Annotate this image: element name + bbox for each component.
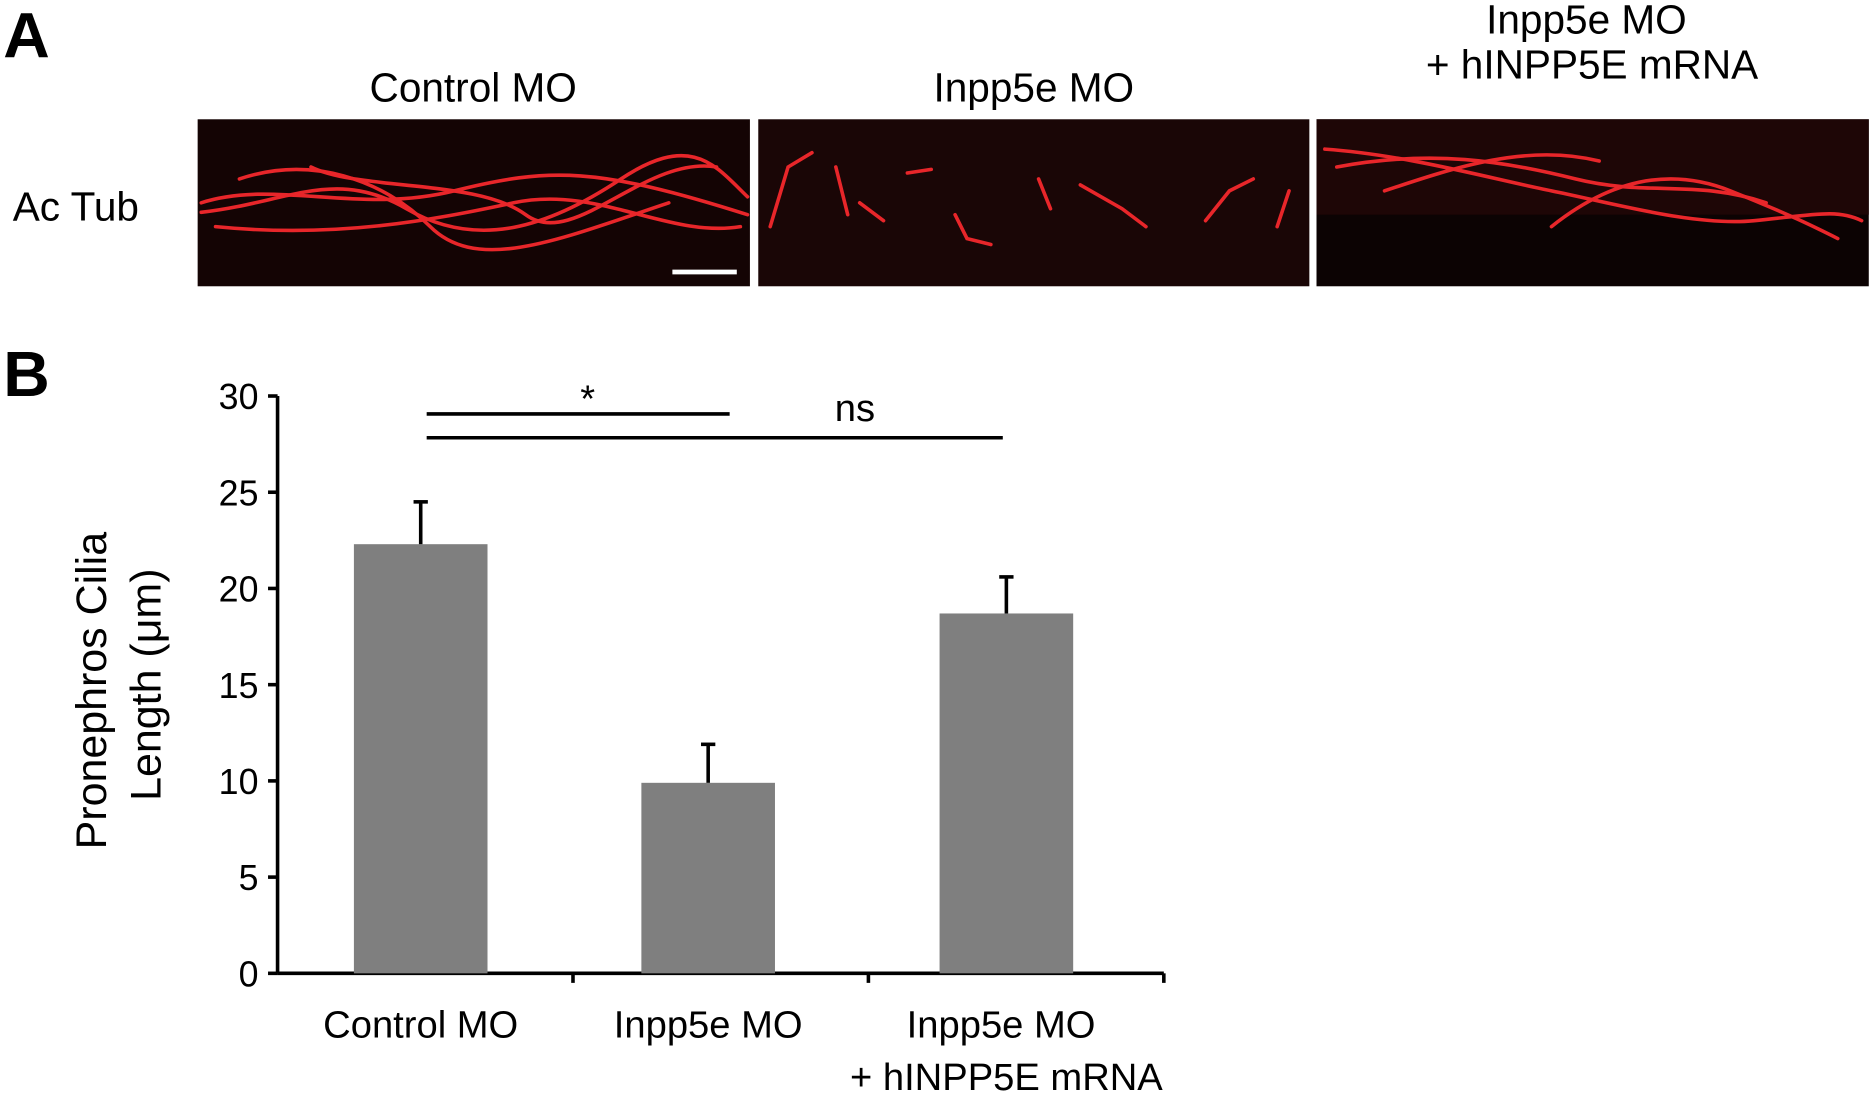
y-tick-label: 25 xyxy=(219,473,259,513)
row-label: Ac Tub xyxy=(13,184,139,230)
micrographs xyxy=(197,119,1869,287)
annotation: ns xyxy=(835,387,875,430)
micrograph xyxy=(197,119,750,287)
panel-label: A xyxy=(3,0,50,71)
y-tick-label: 30 xyxy=(219,377,259,417)
y-tick-label: 15 xyxy=(219,666,259,706)
y-axis-label: Pronephros Cilia Length (μm) xyxy=(68,520,171,849)
y-tick-label: 0 xyxy=(239,954,259,994)
annotation: * xyxy=(580,378,595,421)
column-title: Inpp5e MO + hINPP5E mRNA xyxy=(1426,0,1758,88)
column-title: Inpp5e MO xyxy=(934,64,1135,110)
bar xyxy=(641,782,775,974)
micrograph xyxy=(758,119,1310,287)
panel-label: B xyxy=(3,338,50,410)
x-tick-label: Inpp5e MO + hINPP5E mRNA xyxy=(850,1004,1163,1095)
y-tick-label: 5 xyxy=(239,858,259,898)
y-tick-label: 20 xyxy=(219,570,259,610)
y-tick-label: 10 xyxy=(219,762,259,802)
bar xyxy=(939,613,1074,974)
x-tick-label: Control MO xyxy=(323,1004,518,1047)
column-title: Control MO xyxy=(370,64,577,110)
x-tick-label: Inpp5e MO xyxy=(614,1004,803,1047)
bar xyxy=(353,544,488,974)
